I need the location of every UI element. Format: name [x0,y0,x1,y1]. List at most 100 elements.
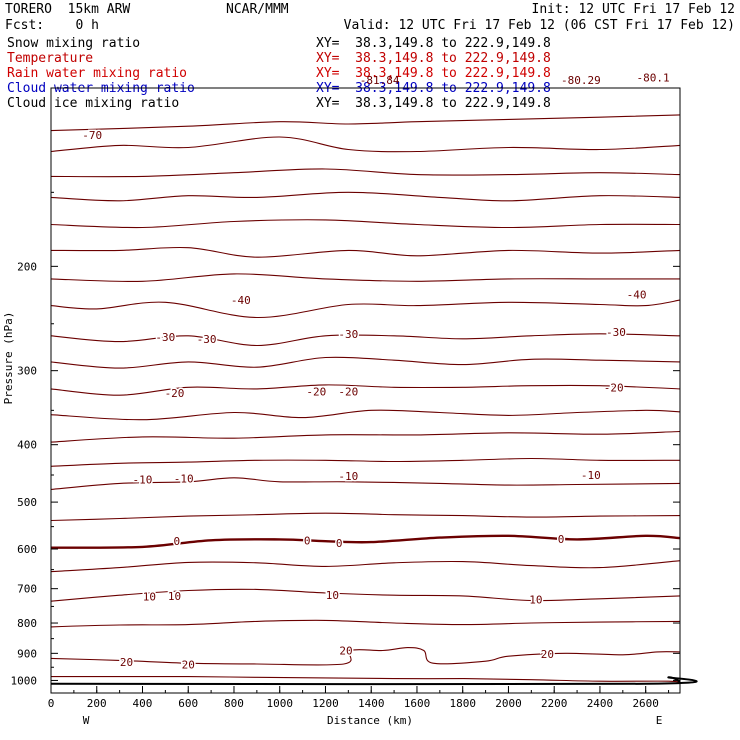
isotherm-label: -30 [155,331,175,344]
isotherm-line [50,356,681,369]
model-title: TORERO 15km ARW [5,2,130,17]
isotherm-line [50,647,681,666]
y-tick-label: 800 [17,617,37,630]
plot-frame [50,87,681,694]
isotherm-line [50,114,681,132]
y-tick-label: 300 [17,365,37,378]
isotherm-label: 10 [168,590,181,603]
plot-area: -70 -40 -40 -30 -30 -30 -30 -20 -20 -20 -20 -10 -10 -… [11,71,698,710]
forecast-hour: Fcst: 0 h [5,18,99,33]
isotherm-label: 20 [182,659,195,672]
isotherm-line [50,457,681,467]
terrain-line [50,676,698,686]
y-tick-label: 700 [17,583,37,596]
isotherm-label: -30 [606,326,626,339]
x-tick-label: 800 [224,697,244,710]
field-name: Cloud ice mixing ratio [7,96,179,111]
y-tick-label: 400 [17,439,37,452]
center-title: NCAR/MMM [226,2,289,17]
isotherm-label: 10 [529,593,542,606]
field-xy: XY= 38.3,149.8 to 222.9,149.8 [316,96,551,111]
isotherm-line [50,384,681,396]
isotherm-line [50,191,681,202]
isotherm-line [50,619,681,628]
field-name: Temperature [7,51,93,66]
isotherm-label: 0 [173,535,180,548]
isotherm-line [50,477,681,490]
isotherm-line [50,246,681,258]
x-tick-label: 2600 [632,697,659,710]
isotherm-label: -20 [338,385,358,398]
isotherm-line [50,168,681,178]
isotherm-line [50,273,680,283]
x-axis-label: Distance (km) [327,714,413,727]
isotherm-label: -10 [133,474,153,487]
isotherm-label: -10 [174,472,194,485]
isotherm-line [50,409,681,421]
isotherm-label: -30 [338,328,358,341]
top-contour-label: -81.84 [360,74,400,87]
isotherm-label: -10 [338,470,358,483]
isotherm-label: 10 [326,589,339,602]
x-tick-label: 1800 [449,697,476,710]
isotherm-label: 0 [558,533,565,546]
x-tick-label: 2400 [587,697,614,710]
west-end-label: W [83,714,90,727]
isotherm-label: 0 [336,537,343,550]
x-tick-label: 600 [178,697,198,710]
y-axis-label: Pressure (hPa) [2,312,15,405]
isotherm-label: 20 [120,656,133,669]
x-tick-label: 1400 [358,697,385,710]
isotherm-line [50,333,681,347]
isotherm-line [51,675,681,684]
valid-time: Valid: 12 UTC Fri 17 Feb 12 (06 CST Fri … [344,18,735,33]
x-tick-label: 2000 [495,697,522,710]
isotherm-label: -20 [306,385,326,398]
isotherm-label: -70 [82,129,102,142]
top-labels: -81.84 -80.29 -80.1 [360,71,670,87]
isotherm-line [50,430,681,443]
isotherm-line [50,299,681,319]
y-tick-label: 1000 [11,674,38,687]
isotherm-label: 10 [143,591,156,604]
isotherm-line [50,588,681,602]
x-tick-label: 1200 [312,697,339,710]
isotherm-line [50,136,681,153]
isotherm-line [50,560,681,573]
isotherm-label: -40 [231,294,251,307]
field-name: Rain water mixing ratio [7,66,187,81]
field-xy: XY= 38.3,149.8 to 222.9,149.8 [316,36,551,51]
y-tick-label: 600 [17,543,37,556]
isotherm-label: 20 [339,644,352,657]
axes: 0 200 400 600 800 1000 1200 1400 1600 1800 2000 220… [11,191,680,710]
isotherm-labels: -70 -40 -40 -30 -30 -30 -30 -20 -20 -20 -20 -10 -10 -… [81,127,648,673]
field-name: Snow mixing ratio [7,36,140,51]
isotherm-label: -20 [604,381,624,394]
x-tick-label: 400 [133,697,153,710]
x-tick-label: 1000 [266,697,293,710]
field-xy: XY= 38.3,149.8 to 222.9,149.8 [316,51,551,66]
x-tick-label: 200 [87,697,107,710]
y-tick-label: 500 [17,496,37,509]
top-contour-label: -80.29 [561,74,601,87]
top-contour-label: -80.1 [637,71,670,84]
isotherm-label: 20 [541,648,554,661]
isotherm-label: -30 [197,333,217,346]
x-tick-label: 1600 [404,697,431,710]
isotherm-line [50,219,681,229]
isotherm-lines [50,114,681,684]
x-tick-label: 2200 [541,697,568,710]
isotherm-label: -10 [581,469,601,482]
isotherm-line [50,512,681,522]
init-time: Init: 12 UTC Fri 17 Feb 12 [532,2,736,17]
east-end-label: E [656,714,663,727]
y-tick-label: 900 [17,647,37,660]
isotherm-label: -40 [627,288,647,301]
x-tick-label: 0 [48,697,55,710]
isotherm-label: 0 [304,534,311,547]
y-tick-label: 200 [17,260,37,273]
zero-isotherm-line [50,534,681,549]
field-list: Snow mixing ratio XY= 38.3,149.8 to 222.9… [7,36,551,111]
isotherm-label: -20 [165,387,185,400]
